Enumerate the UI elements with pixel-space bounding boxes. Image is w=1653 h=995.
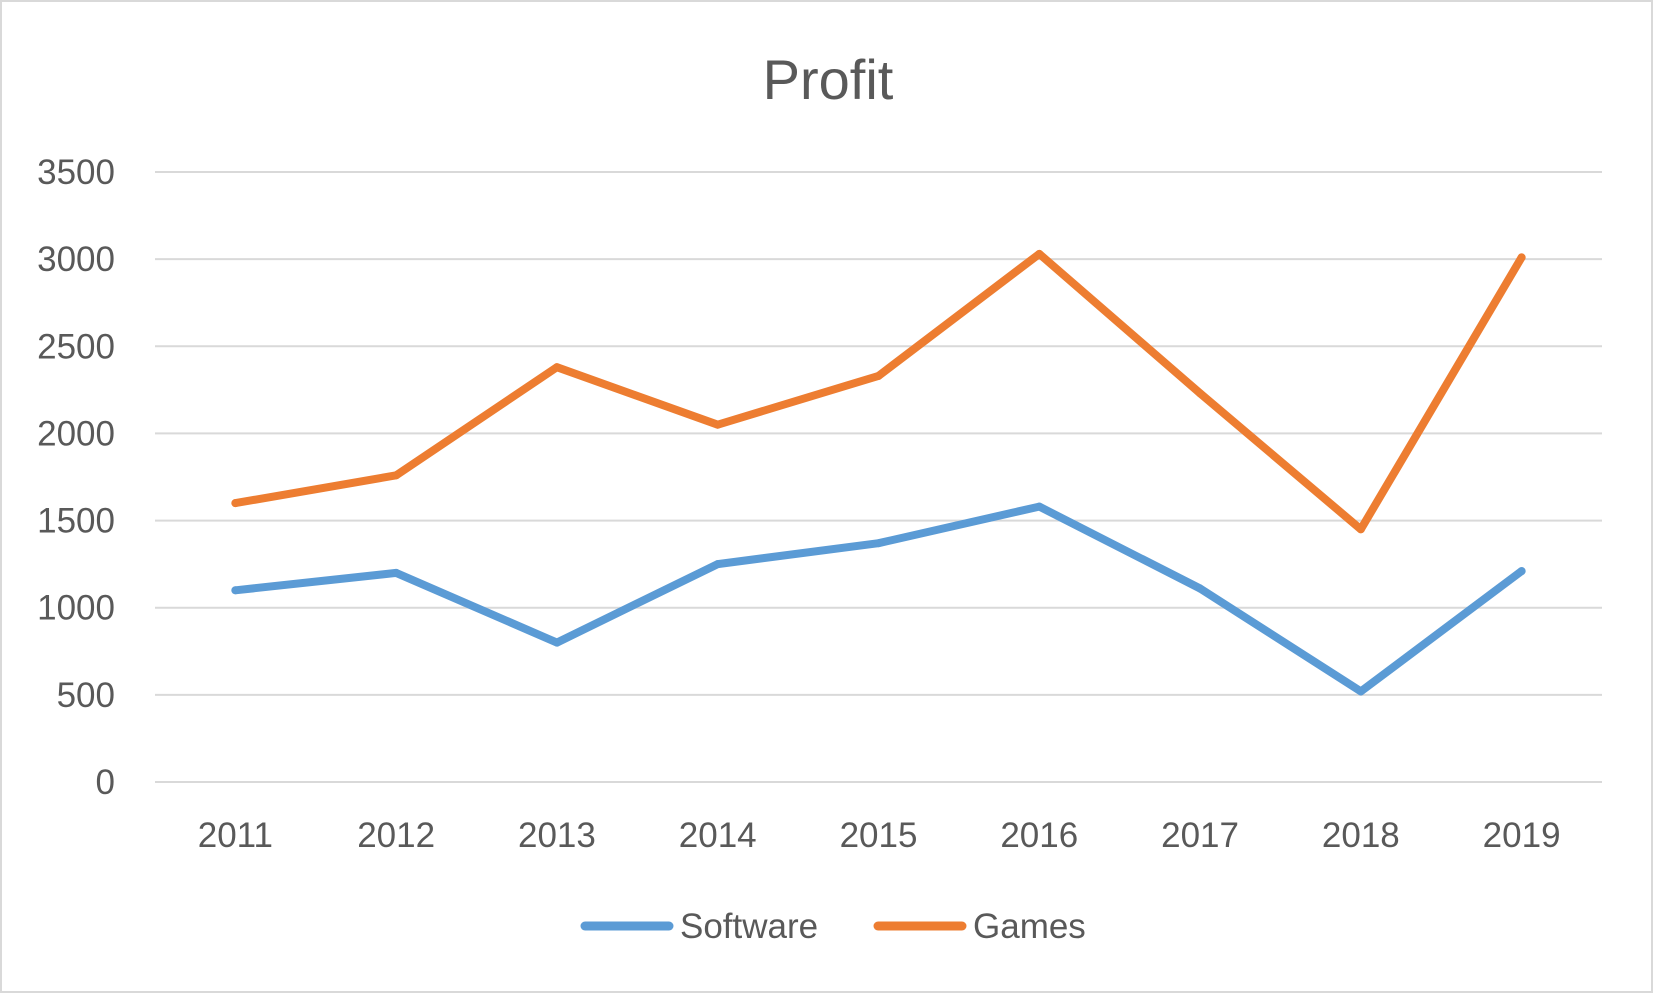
x-tick-label: 2012 <box>357 816 435 855</box>
x-tick-label: 2017 <box>1161 816 1239 855</box>
data-point-games <box>1035 249 1044 258</box>
y-tick-label: 500 <box>57 676 115 715</box>
y-tick-label: 1000 <box>37 589 115 628</box>
data-point-software <box>874 539 883 548</box>
data-point-software <box>713 560 722 569</box>
x-tick-label: 2011 <box>198 816 273 855</box>
y-tick-label: 2000 <box>37 414 115 453</box>
x-axis: 2011 2012 2013 2014 2015 2016 2017 2018 2019 <box>198 816 1561 855</box>
data-point-software <box>392 568 401 577</box>
y-tick-label: 3500 <box>37 153 115 192</box>
data-point-games <box>874 371 883 380</box>
data-point-games <box>1517 253 1526 262</box>
data-point-software <box>1196 584 1205 593</box>
y-tick-label: 3000 <box>37 240 115 279</box>
legend: Software Games <box>580 907 1086 946</box>
data-point-software <box>552 638 561 647</box>
data-point-software <box>1035 502 1044 511</box>
x-tick-label: 2014 <box>679 816 757 855</box>
data-point-software <box>1517 567 1526 576</box>
series-line-games <box>231 249 1526 534</box>
x-tick-label: 2013 <box>518 816 596 855</box>
data-point-games <box>1196 389 1205 398</box>
data-point-games <box>231 499 240 508</box>
chart-title: Profit <box>763 48 894 111</box>
data-point-software <box>1356 687 1365 696</box>
x-tick-label: 2016 <box>1000 816 1078 855</box>
y-axis: 0 500 1000 1500 2000 2500 3000 3500 <box>37 153 115 802</box>
series-lines <box>231 249 1526 696</box>
data-point-software <box>231 586 240 595</box>
data-point-games <box>713 420 722 429</box>
x-tick-label: 2018 <box>1322 816 1400 855</box>
data-point-games <box>1356 525 1365 534</box>
gridlines <box>155 171 1602 783</box>
x-tick-label: 2015 <box>840 816 918 855</box>
x-tick-label: 2019 <box>1483 816 1561 855</box>
legend-label-software: Software <box>680 907 818 946</box>
y-tick-label: 1500 <box>37 502 115 541</box>
legend-label-games: Games <box>973 907 1086 946</box>
data-point-games <box>552 363 561 372</box>
y-tick-label: 2500 <box>37 327 115 366</box>
data-point-games <box>392 471 401 480</box>
y-tick-label: 0 <box>96 763 115 802</box>
series-line-software <box>231 502 1526 696</box>
